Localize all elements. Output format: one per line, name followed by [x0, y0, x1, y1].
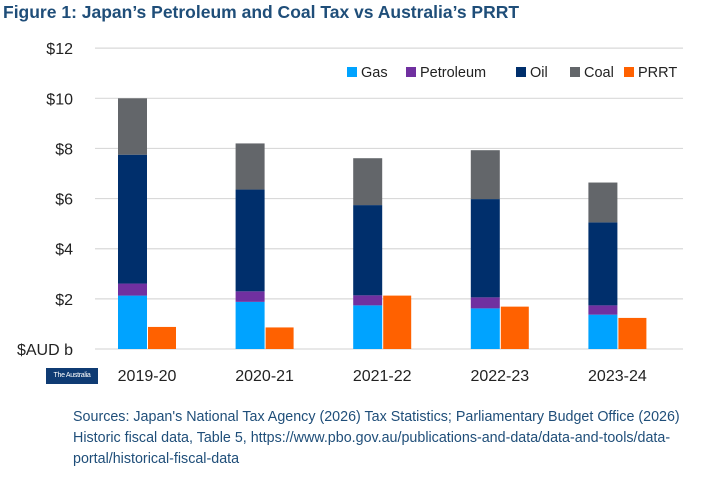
legend-swatch-oil	[516, 67, 526, 77]
y-tick-label: $2	[55, 292, 73, 309]
bar-prrt	[265, 327, 294, 349]
bar-petroleum	[588, 305, 618, 315]
legend-swatch-gas	[347, 67, 357, 77]
bar-gas	[235, 301, 265, 349]
bar-prrt	[618, 317, 647, 349]
bar-gas	[588, 314, 618, 349]
bar-oil	[118, 154, 147, 284]
bar-petroleum	[118, 283, 147, 296]
x-tick-label: 2022-23	[470, 368, 529, 385]
x-tick-label: 2019-20	[118, 368, 177, 385]
bar-oil	[588, 222, 618, 306]
bar-petroleum	[353, 295, 383, 306]
bar-prrt	[383, 295, 412, 349]
australia-institute-logo: The Australia Institute	[46, 368, 98, 395]
legend-label-coal: Coal	[584, 65, 614, 81]
legend-swatch-coal	[570, 67, 580, 77]
sources-note: Sources: Japan's National Tax Agency (20…	[73, 409, 680, 467]
legend-swatch-petroleum	[406, 67, 416, 77]
x-tick-label: 2020-21	[235, 368, 294, 385]
legend-label-oil: Oil	[530, 65, 548, 81]
y-tick-label: $4	[55, 242, 73, 259]
legend-label-petroleum: Petroleum	[420, 65, 486, 81]
y-tick-label: $AUD b	[17, 342, 73, 359]
stacked-bar-chart: $AUD b $2 $4 $6 $8 $10 $12 2019-20 2020-21 2021-2…	[17, 41, 683, 385]
x-tick-label: 2023-24	[588, 368, 647, 385]
bar-oil	[353, 205, 383, 296]
y-tick-label: $6	[55, 192, 73, 209]
bar-coal	[118, 98, 147, 155]
bar-coal	[353, 158, 383, 206]
y-tick-label: $8	[55, 141, 73, 158]
bar-coal	[588, 182, 618, 223]
bar-oil	[235, 189, 265, 292]
bar-petroleum	[470, 297, 500, 309]
bar-gas	[470, 308, 500, 349]
bar-coal	[235, 143, 265, 190]
bar-prrt	[500, 306, 529, 349]
y-tick-label: $12	[46, 41, 73, 58]
legend-label-gas: Gas	[361, 65, 388, 81]
bar-petroleum	[235, 291, 265, 302]
legend-swatch-prrt	[624, 67, 634, 77]
bar-gas	[353, 305, 383, 349]
bar-oil	[470, 199, 500, 298]
chart-title: Figure 1: Japan’s Petroleum and Coal Tax…	[3, 2, 520, 22]
y-tick-label: $10	[46, 91, 73, 108]
legend-label-prrt: PRRT	[638, 65, 677, 81]
bar-coal	[470, 150, 500, 200]
x-tick-label: 2021-22	[353, 368, 412, 385]
bar-gas	[118, 295, 147, 349]
bar-prrt	[148, 326, 176, 349]
